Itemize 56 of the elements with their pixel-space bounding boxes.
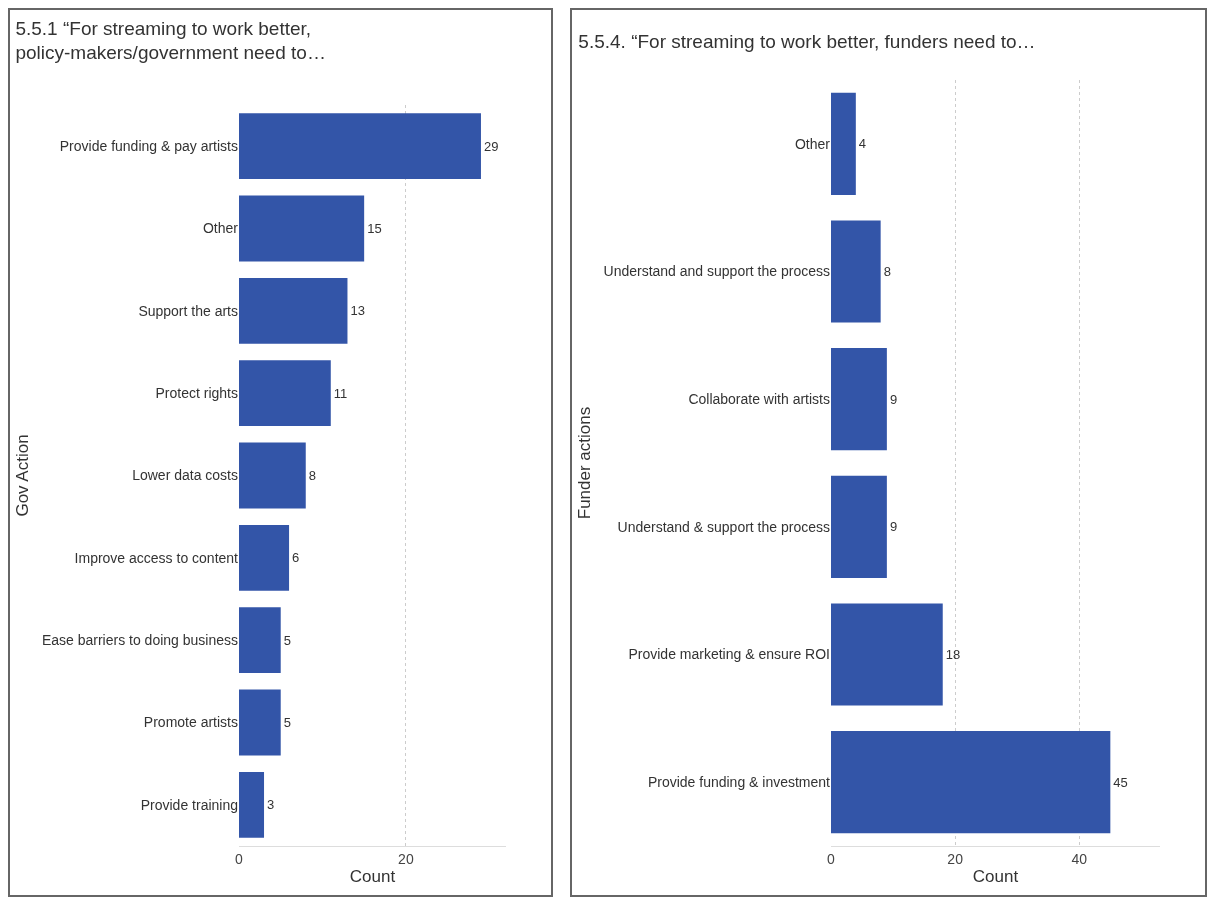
bar — [239, 113, 481, 180]
x-tick-label: 0 — [827, 850, 836, 867]
bar — [831, 731, 1111, 834]
y-tick-label: Ease barriers to doing business — [41, 632, 238, 649]
bar — [239, 195, 365, 262]
bar — [239, 360, 331, 427]
bar — [239, 442, 306, 509]
bar — [239, 607, 281, 674]
data-label: 6 — [292, 550, 300, 566]
bar — [831, 220, 881, 323]
x-axis-title: Count — [349, 867, 396, 887]
y-tick-label: Improve access to content — [74, 549, 239, 566]
bar — [239, 524, 290, 591]
bar — [831, 603, 943, 706]
bar — [239, 277, 348, 344]
bar — [239, 689, 281, 756]
data-label: 29 — [483, 138, 499, 154]
data-label: 11 — [333, 385, 348, 401]
data-label: 5 — [283, 632, 291, 648]
y-tick-label: Understand and support the process — [603, 263, 830, 280]
x-tick-label: 20 — [398, 850, 414, 867]
y-tick-label: Lower data costs — [132, 467, 238, 484]
data-label: 4 — [858, 136, 867, 152]
data-label: 5 — [283, 715, 291, 730]
y-tick-label: Provide funding & pay artists — [59, 138, 238, 155]
chart-title: 5.5.4. “For streaming to work better, funders need to… — [578, 31, 1036, 53]
y-tick-label: Provide marketing & ensure ROI — [628, 646, 830, 663]
data-label: 15 — [367, 221, 382, 236]
data-label: 3 — [267, 797, 275, 813]
x-tick-label: 40 — [1071, 850, 1088, 867]
x-tick-label: 20 — [947, 850, 964, 867]
y-tick-label: Support the arts — [138, 302, 238, 319]
bar — [239, 771, 265, 838]
y-tick-label: Provide training — [140, 796, 238, 813]
bar — [831, 348, 887, 451]
bar — [831, 475, 887, 578]
y-tick-label: Understand & support the process — [617, 518, 830, 535]
bar — [831, 92, 856, 195]
y-tick-label: Provide funding & investment — [647, 774, 831, 791]
data-label: 9 — [889, 391, 898, 407]
y-tick-label: Other — [794, 135, 831, 152]
x-tick-label: 0 — [235, 850, 244, 867]
chart-title: 5.5.1 “For streaming to work better, policy-makers/government need to… — [15, 17, 326, 64]
data-label: 8 — [883, 264, 891, 279]
x-axis-title: Count — [972, 867, 1019, 887]
data-label: 45 — [1113, 774, 1128, 790]
data-label: 18 — [945, 647, 961, 662]
y-tick-label: Collaborate with artists — [688, 391, 830, 408]
data-label: 9 — [889, 519, 898, 535]
y-axis-title: Gov Action — [13, 434, 33, 517]
data-label: 13 — [350, 303, 365, 319]
y-tick-label: Other — [202, 220, 239, 237]
y-axis-title: Funder actions — [575, 406, 595, 520]
y-tick-label: Protect rights — [155, 385, 238, 402]
data-label: 8 — [308, 468, 316, 483]
y-tick-label: Promote artists — [143, 714, 238, 731]
